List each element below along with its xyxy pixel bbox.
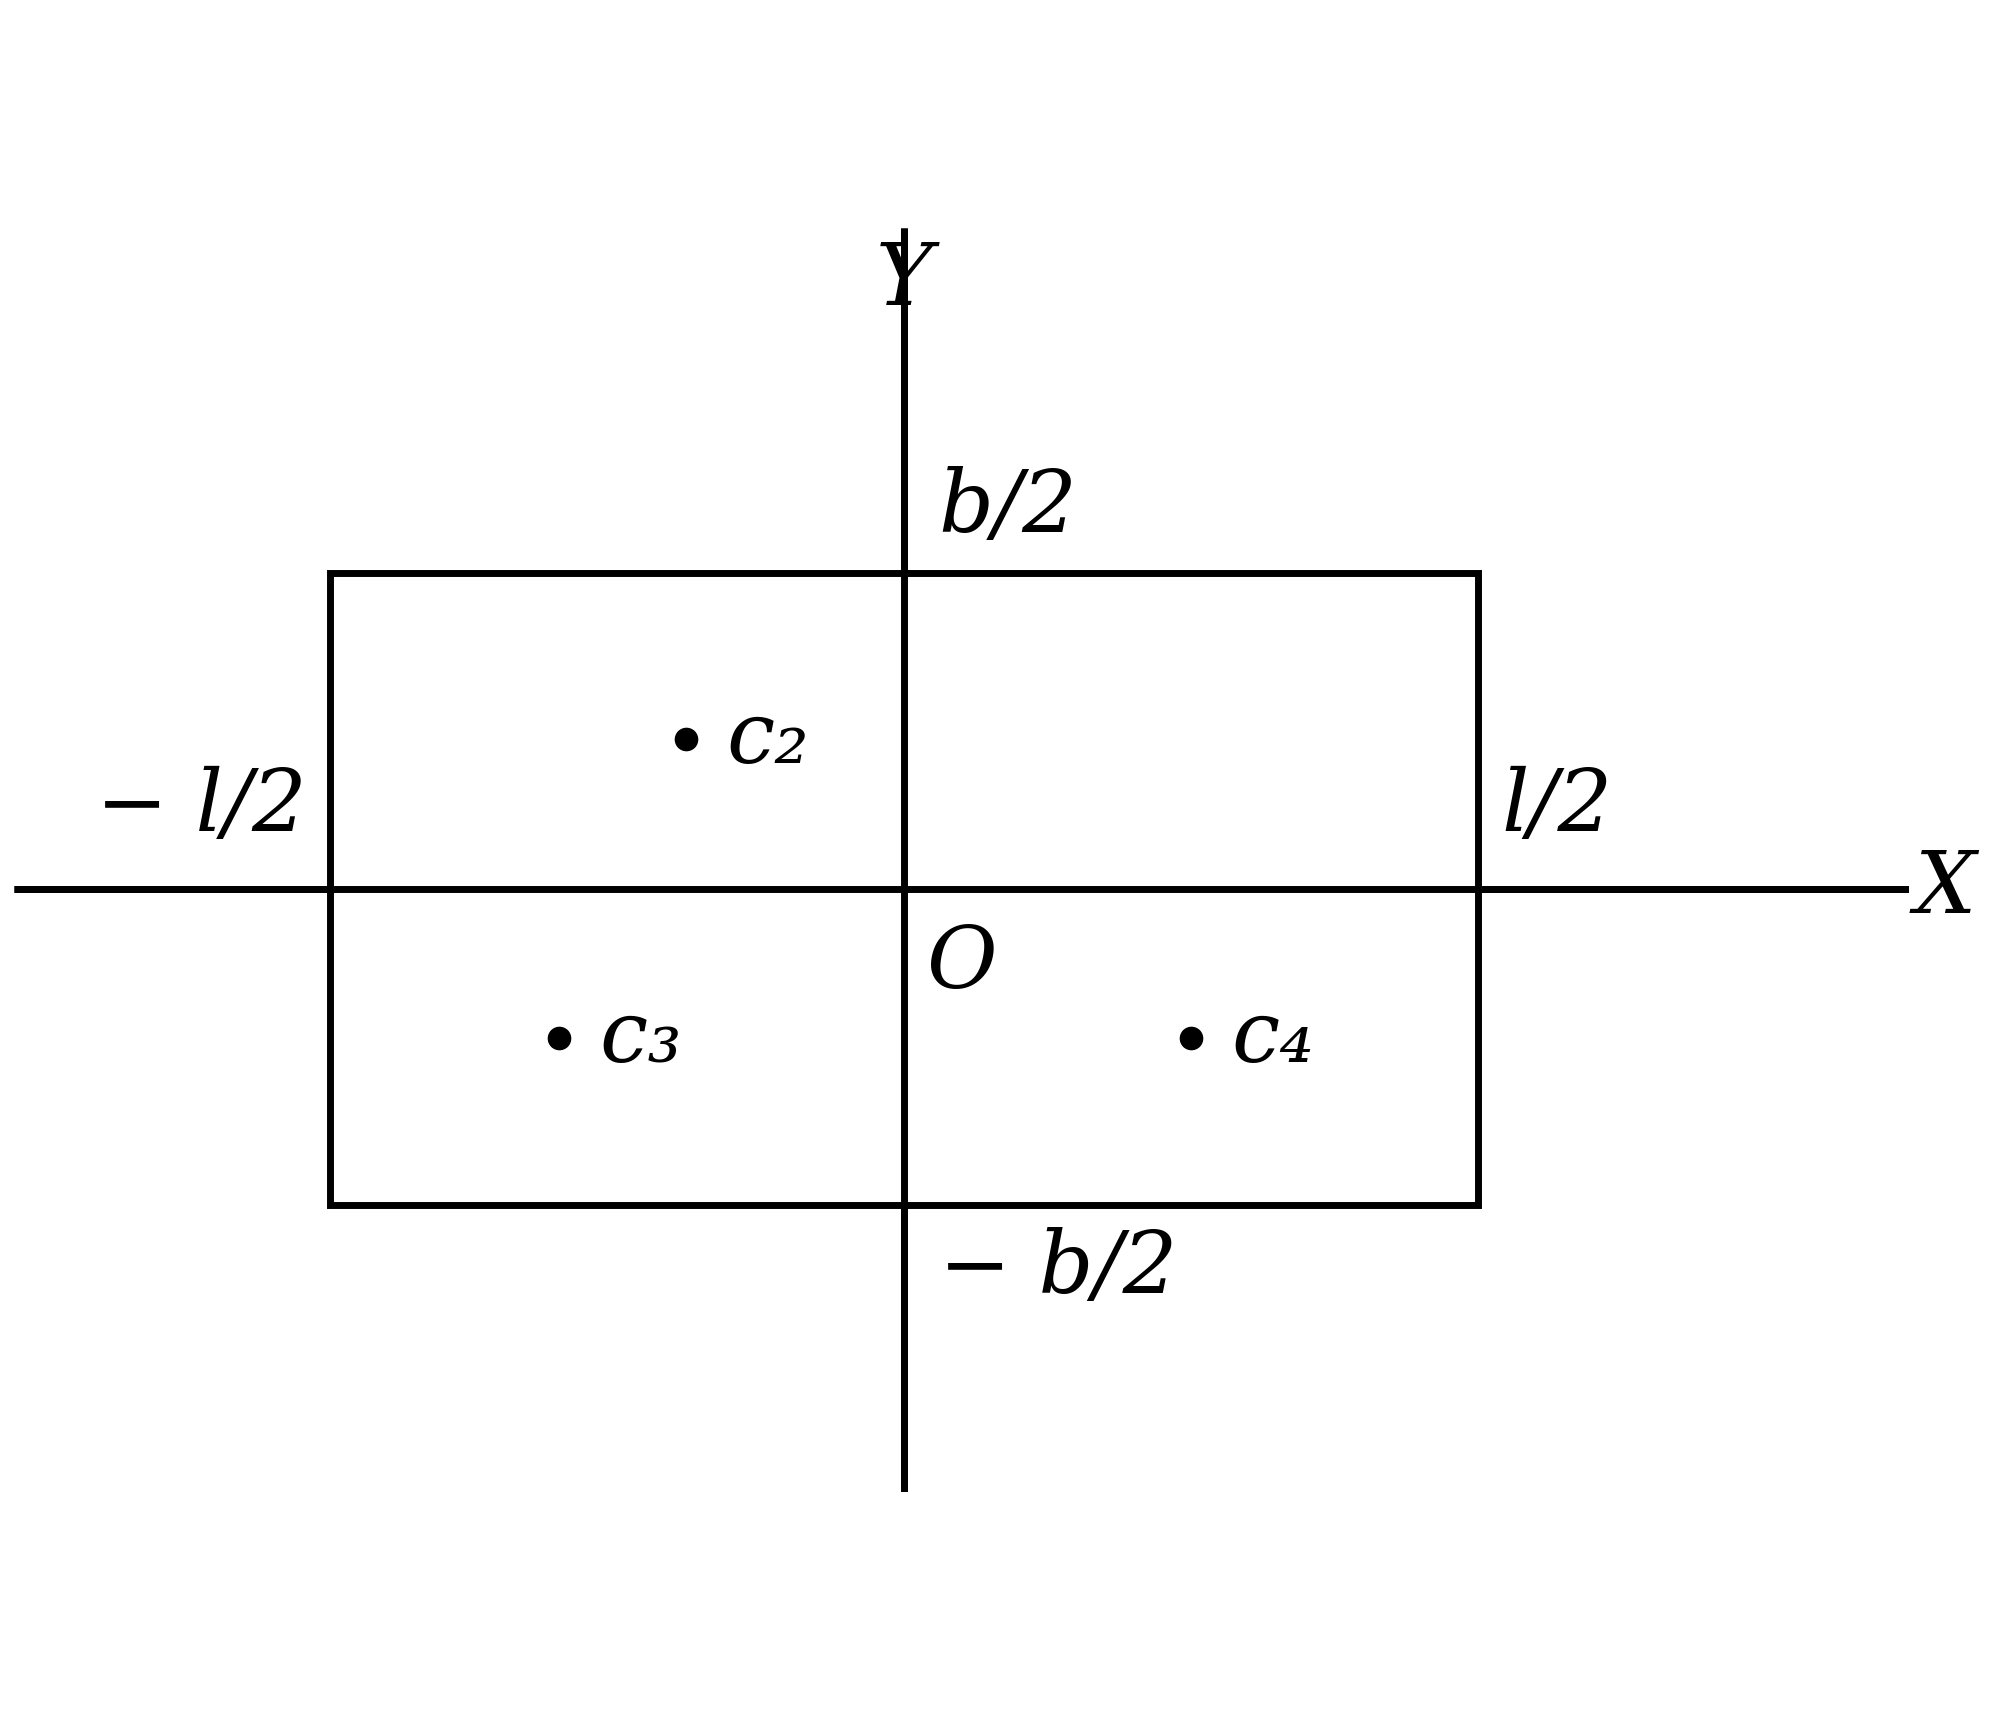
Text: c₃: c₃	[599, 996, 682, 1080]
Text: X: X	[1915, 848, 1977, 931]
Text: Y: Y	[875, 239, 933, 322]
Bar	[330, 573, 1478, 1204]
Text: c₄: c₄	[1231, 996, 1315, 1080]
Text: − l/2: − l/2	[95, 765, 306, 848]
Text: O: O	[927, 924, 998, 1006]
Text: l/2: l/2	[1502, 765, 1613, 848]
Text: b/2: b/2	[939, 468, 1078, 550]
Text: c₂: c₂	[726, 698, 810, 781]
Text: − b/2: − b/2	[939, 1228, 1177, 1311]
